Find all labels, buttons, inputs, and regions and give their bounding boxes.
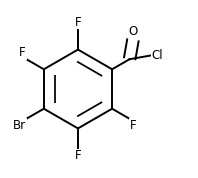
Text: F: F bbox=[75, 150, 81, 163]
Text: F: F bbox=[75, 15, 81, 28]
Text: Cl: Cl bbox=[151, 49, 163, 62]
Text: F: F bbox=[130, 119, 137, 132]
Text: F: F bbox=[19, 46, 26, 59]
Text: O: O bbox=[129, 25, 138, 38]
Text: Br: Br bbox=[12, 119, 26, 132]
